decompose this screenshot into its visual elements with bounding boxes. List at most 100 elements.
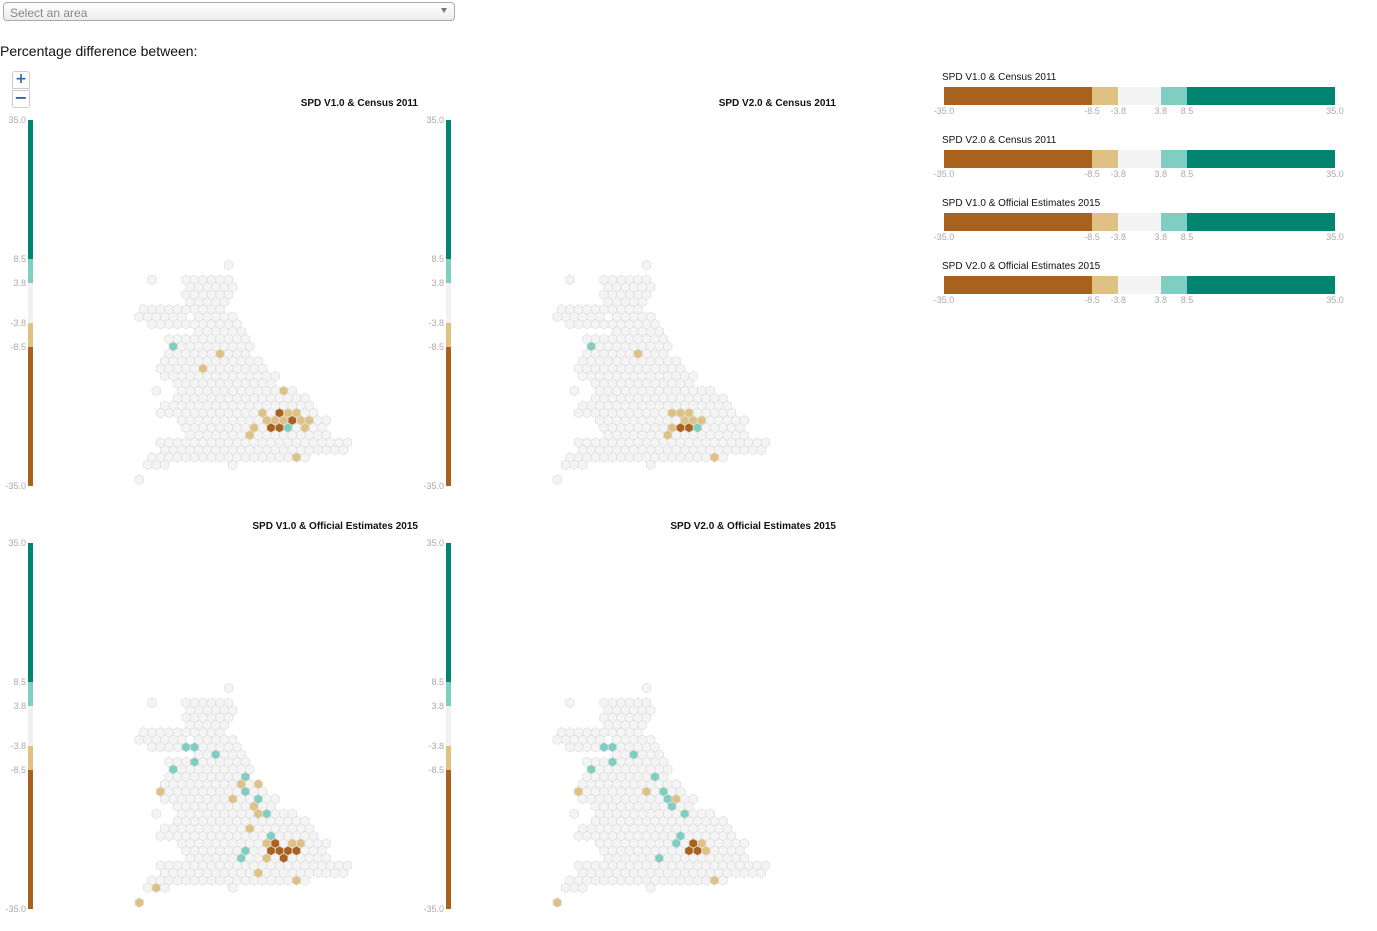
hex-area[interactable]: [223, 682, 234, 694]
hex-area[interactable]: [582, 830, 592, 842]
hex-area[interactable]: [266, 875, 276, 886]
hex-area[interactable]: [599, 875, 609, 886]
hex-area[interactable]: [561, 882, 571, 894]
hex-area[interactable]: [565, 318, 575, 330]
hex-area[interactable]: [599, 452, 609, 463]
hex-area[interactable]: [739, 444, 749, 456]
hex-area[interactable]: [143, 882, 153, 894]
hex-area[interactable]: [228, 882, 238, 894]
hex-area[interactable]: [151, 459, 161, 471]
hex-area[interactable]: [155, 407, 166, 419]
hex-area[interactable]: [151, 385, 161, 397]
hex-area[interactable]: [616, 875, 626, 886]
hex-area[interactable]: [181, 741, 191, 753]
hex-area[interactable]: [291, 452, 302, 463]
hex-area[interactable]: [590, 875, 601, 886]
hex-area[interactable]: [607, 875, 618, 886]
hex-area[interactable]: [701, 875, 711, 886]
hex-area[interactable]: [283, 875, 293, 886]
hex-area[interactable]: [692, 875, 703, 886]
hex-area[interactable]: [573, 830, 584, 842]
hex-area[interactable]: [240, 875, 251, 886]
hex-area[interactable]: [675, 452, 686, 463]
hex-area[interactable]: [228, 459, 238, 471]
hex-area[interactable]: [274, 875, 285, 886]
hex-area[interactable]: [582, 741, 592, 753]
hex-area[interactable]: [223, 259, 234, 271]
hex-area[interactable]: [147, 274, 157, 286]
hex-area[interactable]: [283, 452, 293, 463]
hex-area[interactable]: [667, 875, 677, 886]
hex-area[interactable]: [313, 444, 323, 456]
hex-area[interactable]: [164, 318, 174, 330]
hex-area[interactable]: [684, 452, 694, 463]
hex-area[interactable]: [709, 452, 720, 463]
hex-area[interactable]: [633, 452, 643, 463]
hex-map[interactable]: [0, 521, 420, 931]
area-select[interactable]: Select an area: [3, 2, 455, 21]
hex-area[interactable]: [181, 318, 191, 330]
hex-area[interactable]: [172, 741, 183, 753]
hex-area[interactable]: [198, 452, 208, 463]
hex-area[interactable]: [624, 452, 635, 463]
hex-area[interactable]: [134, 897, 144, 908]
zoom-out-button[interactable]: −: [12, 90, 30, 108]
hex-area[interactable]: [134, 734, 144, 746]
hex-area[interactable]: [748, 867, 758, 879]
hex-area[interactable]: [667, 452, 677, 463]
hex-area[interactable]: [160, 370, 170, 382]
hex-area[interactable]: [274, 452, 285, 463]
hex-area[interactable]: [658, 452, 669, 463]
hex-area[interactable]: [582, 407, 592, 419]
hex-area[interactable]: [160, 459, 170, 471]
hex-area[interactable]: [633, 875, 643, 886]
hex-area[interactable]: [684, 875, 694, 886]
hex-area[interactable]: [731, 444, 741, 456]
hex-area[interactable]: [257, 452, 268, 463]
hex-area[interactable]: [164, 407, 174, 419]
hex-area[interactable]: [147, 697, 157, 709]
hex-area[interactable]: [641, 259, 652, 271]
hex-area[interactable]: [701, 452, 711, 463]
hex-area[interactable]: [155, 741, 166, 753]
hex-map[interactable]: [0, 98, 420, 508]
hex-area[interactable]: [181, 452, 191, 463]
hex-area[interactable]: [578, 882, 588, 894]
hex-area[interactable]: [266, 452, 276, 463]
hex-area[interactable]: [291, 875, 302, 886]
hex-area[interactable]: [658, 875, 669, 886]
hex-area[interactable]: [599, 318, 609, 330]
hex-area[interactable]: [578, 793, 588, 805]
hex-area[interactable]: [552, 897, 562, 908]
hex-area[interactable]: [641, 682, 652, 694]
hex-area[interactable]: [147, 318, 157, 330]
hex-area[interactable]: [569, 385, 579, 397]
hex-area[interactable]: [215, 875, 225, 886]
hex-area[interactable]: [573, 318, 584, 330]
hex-area[interactable]: [134, 474, 144, 485]
hex-area[interactable]: [330, 867, 340, 879]
hex-area[interactable]: [143, 459, 153, 471]
hex-area[interactable]: [590, 452, 601, 463]
hex-area[interactable]: [164, 830, 174, 842]
hex-area[interactable]: [573, 741, 584, 753]
hex-area[interactable]: [338, 867, 348, 879]
hex-area[interactable]: [569, 808, 579, 820]
hex-area[interactable]: [313, 867, 323, 879]
hex-area[interactable]: [718, 452, 728, 463]
hex-area[interactable]: [646, 882, 656, 894]
hex-area[interactable]: [338, 444, 348, 456]
hex-area[interactable]: [569, 459, 579, 471]
hex-area[interactable]: [172, 452, 183, 463]
hex-area[interactable]: [240, 452, 251, 463]
hex-area[interactable]: [164, 741, 174, 753]
hex-area[interactable]: [155, 318, 166, 330]
hex-area[interactable]: [590, 741, 601, 753]
hex-area[interactable]: [147, 741, 157, 753]
hex-area[interactable]: [172, 875, 183, 886]
hex-area[interactable]: [578, 370, 588, 382]
hex-area[interactable]: [552, 311, 562, 323]
hex-area[interactable]: [134, 311, 144, 323]
hex-map[interactable]: [418, 521, 838, 931]
hex-area[interactable]: [249, 452, 259, 463]
